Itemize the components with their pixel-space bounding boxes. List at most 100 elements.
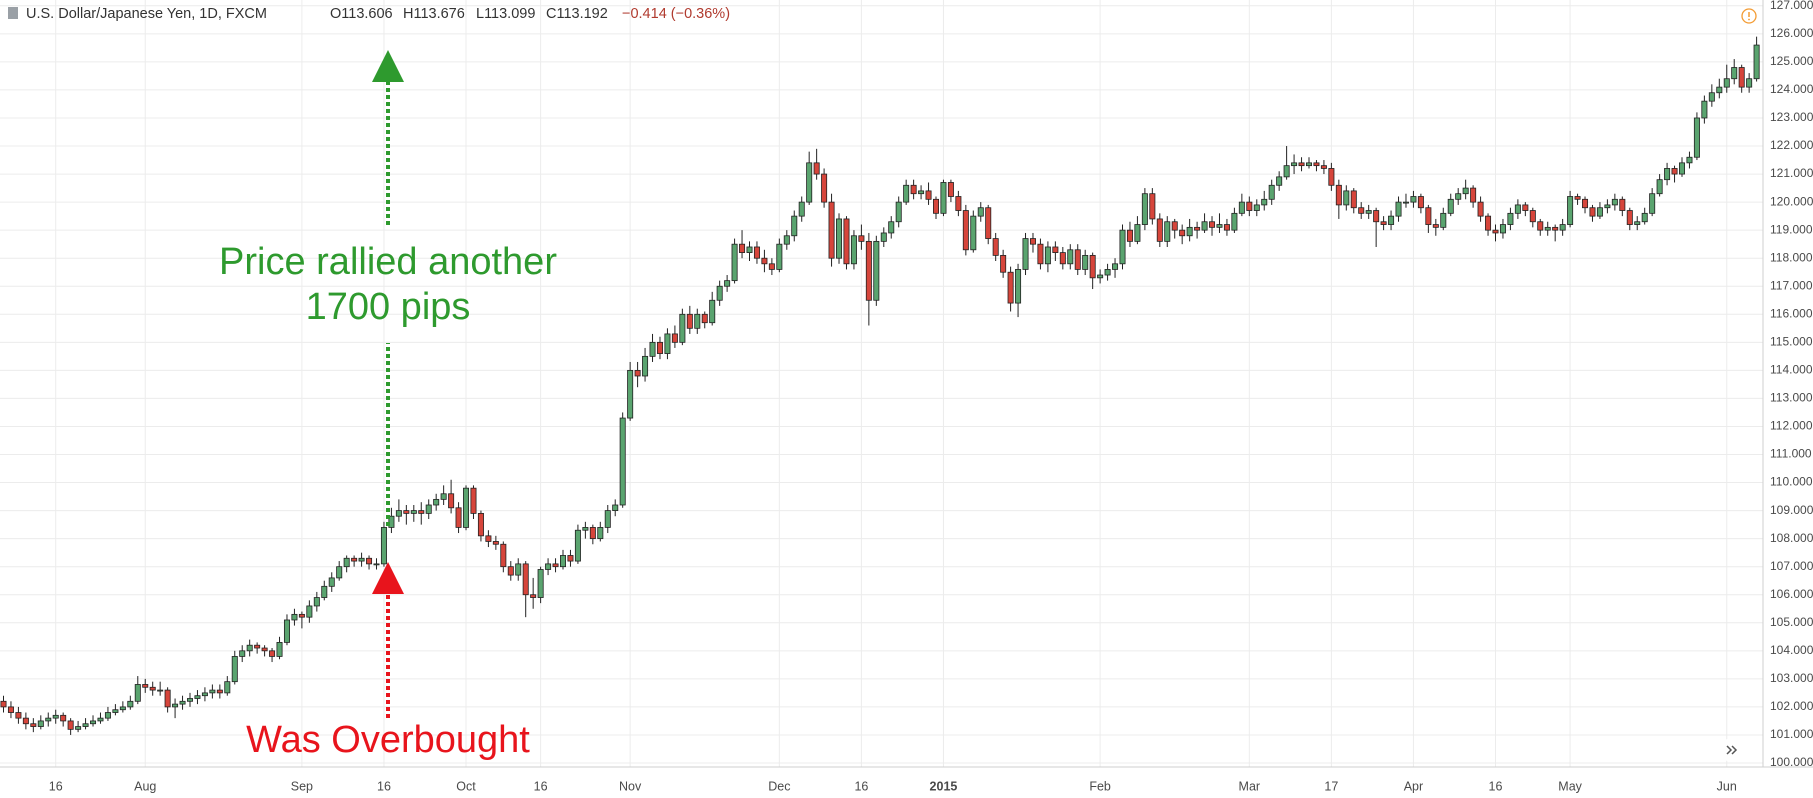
candle-body	[694, 313, 701, 329]
candle-body	[1522, 204, 1529, 211]
candle-body	[1134, 224, 1141, 242]
low-label: L113.099	[476, 6, 535, 22]
candle-body	[142, 684, 149, 688]
y-tick-label: 123.000	[1770, 110, 1813, 124]
candle-body	[1693, 117, 1700, 158]
close-label: C113.192	[546, 6, 608, 22]
candle-body	[933, 198, 940, 214]
candle-body	[1470, 187, 1477, 203]
candle-body	[828, 201, 835, 259]
candle-body	[1589, 207, 1596, 217]
candle-body	[351, 557, 358, 562]
y-tick-label: 102.000	[1770, 699, 1813, 713]
x-tick-label: 17	[1324, 779, 1338, 793]
y-tick-label: 104.000	[1770, 643, 1813, 657]
candle-body	[1291, 162, 1298, 167]
candle-body	[664, 333, 671, 354]
y-tick-label: 122.000	[1770, 138, 1813, 152]
candle-body	[761, 257, 768, 265]
candle-body	[1619, 198, 1626, 211]
x-tick-label: 2015	[930, 779, 958, 793]
candle-body	[388, 515, 395, 528]
y-tick-label: 111.000	[1770, 447, 1812, 461]
candle-body	[709, 299, 716, 324]
annotations: Price rallied another 1700 pips Was Over…	[219, 50, 557, 761]
candle-body	[1119, 229, 1126, 265]
candle-body	[507, 566, 514, 576]
candle-body	[858, 235, 865, 242]
candle-body	[1044, 246, 1051, 265]
x-tick-label: May	[1558, 779, 1582, 793]
y-tick-label: 117.000	[1770, 278, 1813, 292]
candle-body	[1238, 201, 1245, 214]
candle-body	[1313, 162, 1320, 167]
candle-body	[880, 232, 887, 242]
candle-body	[1164, 221, 1171, 242]
candle-body	[1283, 165, 1290, 178]
candle-body	[1626, 210, 1633, 225]
candle-body	[604, 510, 611, 528]
symbol-title: U.S. Dollar/Japanese Yen, 1D, FXCM	[26, 6, 267, 22]
candle-body	[67, 720, 74, 730]
candle-body	[1514, 204, 1521, 214]
candle-body	[1679, 162, 1686, 175]
x-tick-label: Mar	[1239, 779, 1261, 793]
x-tick-label: Aug	[134, 779, 156, 793]
candle-body	[567, 555, 574, 562]
scroll-button-icon	[1726, 745, 1738, 755]
candle-body	[1082, 254, 1089, 270]
candle-body	[1686, 156, 1693, 164]
candle-body	[634, 369, 641, 377]
candle-body	[1276, 176, 1283, 186]
candle-body	[1447, 198, 1454, 214]
candle-body	[895, 201, 902, 223]
candle-body	[627, 369, 634, 419]
candle-body	[619, 417, 626, 506]
alert-icon[interactable]	[1741, 8, 1757, 24]
candle-body	[1462, 187, 1469, 195]
candle-body	[1373, 210, 1380, 223]
candle-body	[1701, 100, 1708, 119]
candle-body	[298, 613, 305, 618]
candle-body	[239, 650, 246, 657]
y-tick-label: 100.000	[1770, 755, 1813, 769]
candle-body	[1007, 271, 1014, 304]
y-tick-label: 108.000	[1770, 531, 1813, 545]
candle-body	[224, 681, 231, 694]
candle-body	[1000, 254, 1007, 273]
candle-body	[940, 182, 947, 214]
candle-body	[806, 162, 813, 203]
candle-body	[1499, 224, 1506, 234]
legend-header: U.S. Dollar/Japanese Yen, 1D, FXCM O113.…	[8, 6, 1757, 24]
y-tick-label: 116.000	[1770, 306, 1813, 320]
y-tick-label: 114.000	[1770, 363, 1813, 377]
candle-body	[90, 720, 97, 725]
candle-body	[194, 695, 201, 699]
candle-body	[1126, 229, 1133, 242]
candle-body	[1089, 254, 1096, 279]
y-tick-label: 106.000	[1770, 587, 1813, 601]
candle-body	[1664, 168, 1671, 181]
candle-body	[1328, 168, 1335, 186]
candle-body	[97, 717, 104, 722]
candle-body	[37, 720, 44, 727]
candle-body	[1350, 190, 1357, 209]
x-tick-label: 16	[1489, 779, 1503, 793]
candle-body	[776, 243, 783, 270]
candle-body	[209, 689, 216, 694]
y-tick-label: 118.000	[1770, 250, 1813, 264]
rally-annotation: Price rallied another	[219, 241, 557, 283]
scroll-button[interactable]	[1720, 738, 1744, 762]
y-tick-label: 125.000	[1770, 54, 1813, 68]
candle-body	[149, 686, 156, 691]
candle-body	[1231, 212, 1238, 231]
candle-body	[545, 563, 552, 570]
candle-body	[283, 619, 290, 643]
candle-body	[201, 692, 208, 697]
candle-body	[1596, 207, 1603, 217]
candle-body	[582, 527, 589, 531]
candle-body	[1022, 238, 1029, 270]
candle-body	[1298, 162, 1305, 167]
candle-body	[1529, 210, 1536, 223]
candle-body	[75, 726, 82, 730]
